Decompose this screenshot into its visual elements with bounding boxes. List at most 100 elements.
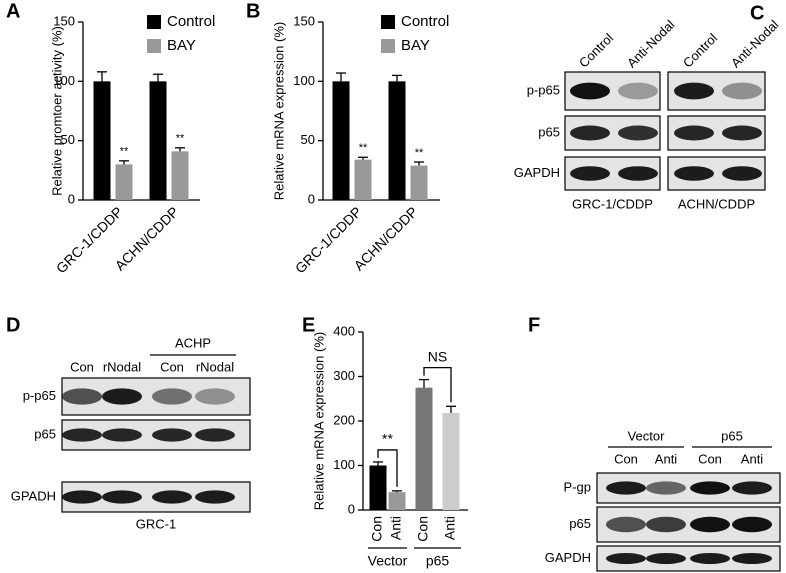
bar — [442, 412, 460, 510]
blot-band — [646, 553, 686, 564]
blot-band — [102, 388, 142, 405]
bar — [115, 164, 133, 200]
bar — [410, 165, 428, 200]
legend-swatch — [381, 39, 395, 53]
blot-band — [646, 481, 686, 495]
blot-band — [674, 125, 714, 141]
blot-band — [152, 428, 192, 442]
panel-letter: E — [302, 314, 315, 336]
legend-label: Control — [401, 13, 449, 30]
blot-band — [618, 82, 658, 100]
blot-band — [152, 388, 192, 405]
blot-band — [690, 553, 730, 564]
bar — [369, 465, 387, 510]
y-axis-label: Relative mRNA expression (%) — [311, 332, 326, 510]
blot-band — [690, 516, 730, 533]
y-tick-label: 100 — [333, 457, 355, 472]
column-label: rNodal — [196, 359, 234, 374]
panel-letter: A — [6, 0, 20, 22]
column-label: Con — [614, 451, 638, 466]
column-label: rNodal — [103, 359, 141, 374]
blot-band — [646, 516, 686, 533]
blot-band — [606, 516, 646, 533]
blot-band — [606, 553, 646, 564]
bar — [171, 151, 189, 200]
y-tick-label: 0 — [68, 191, 75, 206]
bracket — [377, 449, 398, 487]
x-tick-label: Con — [415, 516, 431, 542]
legend-label: BAY — [167, 37, 196, 54]
column-label: Control — [576, 30, 616, 70]
group-label: GRC-1/CDDP — [572, 196, 653, 211]
significance-label: ** — [382, 431, 393, 447]
panel-letter: C — [750, 2, 764, 24]
group-label: p65 — [721, 428, 743, 443]
row-label: p65 — [34, 426, 56, 441]
column-label: Anti-Nodal — [624, 17, 678, 71]
blot-band — [732, 481, 772, 495]
blot-band — [195, 428, 235, 442]
blot-band — [606, 481, 646, 495]
significance-label: NS — [428, 348, 447, 364]
blot-band — [570, 166, 610, 181]
y-axis-label: Relative mRNA expression (%) — [271, 22, 286, 200]
panel-letter: B — [246, 0, 260, 22]
legend-swatch — [381, 15, 395, 29]
y-tick-label: 200 — [333, 412, 355, 427]
blot-band — [732, 553, 772, 564]
bar — [93, 81, 111, 200]
column-label: Control — [680, 30, 720, 70]
blot-band — [195, 490, 235, 504]
y-tick-label: 0 — [308, 191, 315, 206]
blot-band — [570, 82, 610, 100]
blot-band — [618, 125, 658, 141]
panel-letter: D — [6, 314, 20, 336]
blot-band — [62, 428, 102, 442]
group-label: ACHP — [175, 335, 211, 350]
blot-band — [102, 428, 142, 442]
blot-band — [570, 125, 610, 141]
y-tick-label: 100 — [293, 73, 315, 88]
legend-label: BAY — [401, 37, 430, 54]
column-label: Anti-Nodal — [728, 17, 782, 71]
blot-band — [62, 388, 102, 405]
blot-band — [674, 82, 714, 100]
row-label: p-p65 — [23, 388, 56, 403]
y-tick-label: 50 — [61, 132, 75, 147]
blot-band — [690, 481, 730, 495]
row-label: GAPDH — [514, 165, 560, 180]
blot-band — [618, 166, 658, 181]
significance-label: ** — [415, 147, 424, 159]
bar — [354, 159, 372, 200]
blot-band — [62, 490, 102, 504]
bracket — [423, 366, 452, 403]
blot-band — [102, 490, 142, 504]
group-label: Vector — [368, 553, 408, 569]
panel-letter: F — [528, 314, 540, 336]
column-label: Con — [698, 451, 722, 466]
row-label: p65 — [538, 124, 560, 139]
row-label: p65 — [569, 516, 591, 531]
group-label: p65 — [426, 553, 450, 569]
legend-swatch — [147, 15, 161, 29]
blot-band — [152, 490, 192, 504]
y-tick-label: 100 — [53, 73, 75, 88]
bar — [149, 81, 167, 200]
row-label: p-p65 — [527, 82, 560, 97]
blot-band — [195, 388, 235, 405]
significance-label: ** — [120, 146, 129, 158]
x-tick-label: Con — [369, 516, 385, 542]
group-label: ACHN/CDDP — [678, 196, 755, 211]
column-label: Anti — [741, 451, 764, 466]
x-tick-label: Anti — [388, 516, 404, 540]
y-tick-label: 400 — [333, 323, 355, 338]
bar — [388, 492, 406, 510]
y-tick-label: 0 — [348, 501, 355, 516]
blot-band — [722, 82, 762, 100]
row-label: P-gp — [564, 479, 591, 494]
y-tick-label: 50 — [301, 132, 315, 147]
significance-label: ** — [176, 133, 185, 145]
column-label: Con — [70, 359, 94, 374]
blot-band — [722, 125, 762, 141]
